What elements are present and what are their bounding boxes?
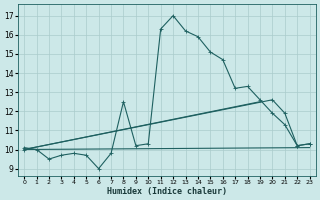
X-axis label: Humidex (Indice chaleur): Humidex (Indice chaleur)	[107, 187, 227, 196]
